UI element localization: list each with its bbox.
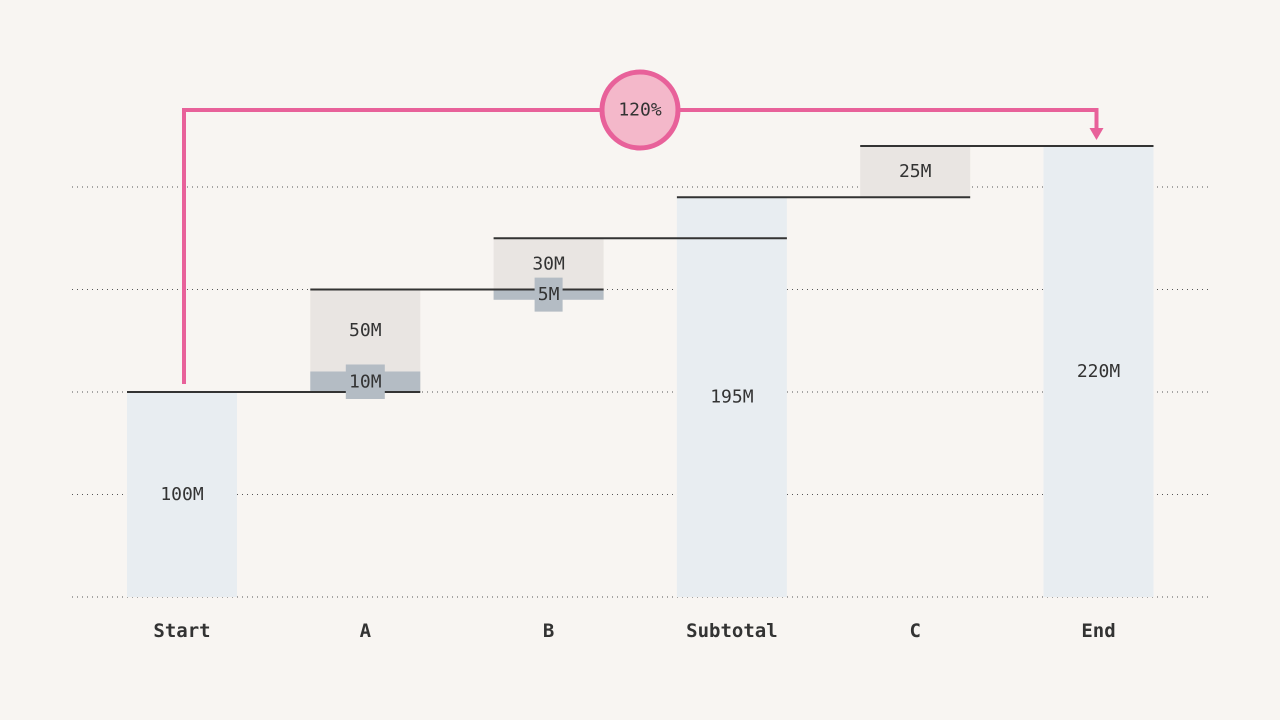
growth-label: 120%: [618, 100, 662, 121]
category-label: B: [543, 620, 554, 642]
connector-lines: [127, 145, 1154, 393]
value-labels: 100M 10M 50M 5M 30M 195M 25M 220M: [160, 161, 1120, 505]
bar-value-label: 220M: [1077, 361, 1121, 382]
category-labels: Start A B Subtotal C End: [153, 620, 1115, 642]
overlap-value-label: 10M: [349, 371, 382, 392]
bar-subtotal: [676, 197, 787, 597]
overlap-value-label: 5M: [538, 284, 560, 305]
bar-value-label: 30M: [532, 253, 565, 274]
bar-value-label: 50M: [349, 320, 382, 341]
category-label: Start: [153, 620, 210, 642]
bar-c: [860, 146, 971, 198]
bar-value-label: 100M: [160, 484, 204, 505]
category-label: End: [1081, 620, 1115, 642]
category-label: A: [360, 620, 372, 642]
bars: [127, 146, 1154, 597]
bar-value-label: 25M: [899, 161, 932, 182]
growth-arrow-head: [1089, 128, 1104, 140]
overlap-label-box: [345, 364, 385, 399]
growth-badge: [599, 69, 681, 151]
bar-start: [127, 392, 237, 597]
category-label: C: [909, 620, 920, 642]
bar-value-label: 195M: [710, 387, 754, 408]
bar-end: [1043, 146, 1154, 597]
category-label: Subtotal: [686, 620, 778, 642]
overlap-label-box: [534, 277, 563, 312]
growth-annotation: 120%: [182, 69, 1104, 384]
